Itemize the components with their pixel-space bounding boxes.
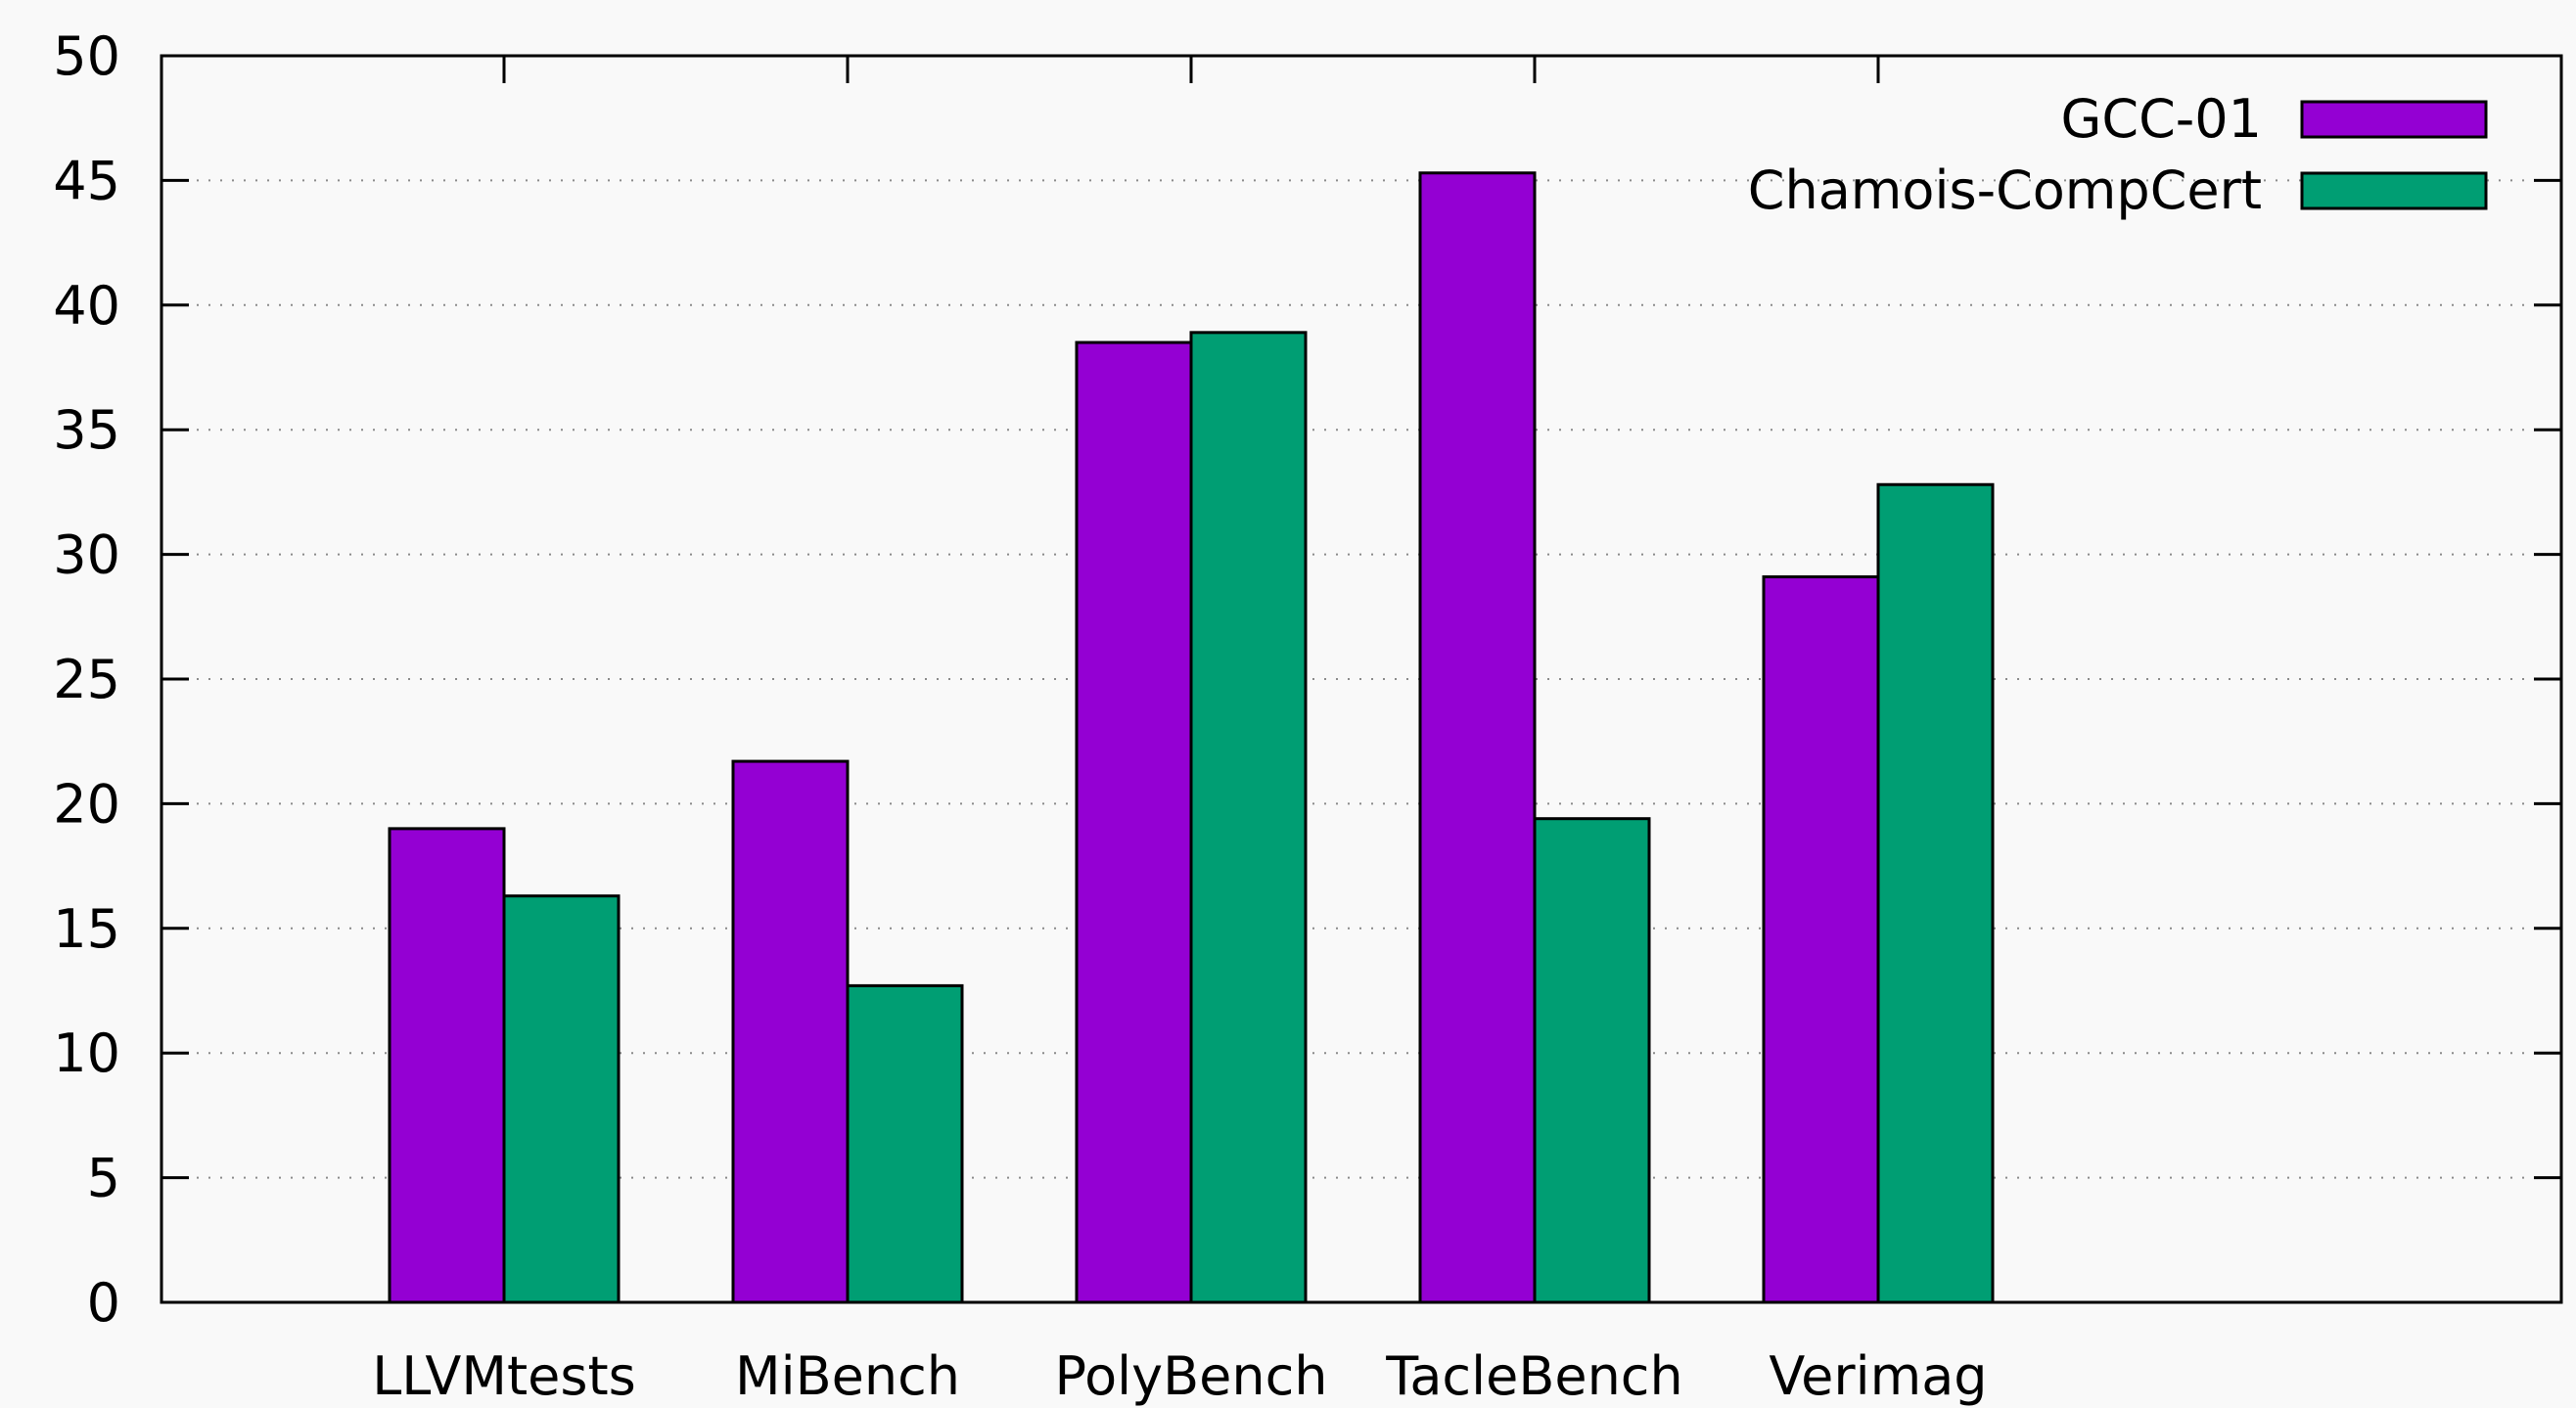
x-category-label: MiBench	[735, 1345, 960, 1407]
y-tick-label: 15	[53, 898, 120, 960]
y-tick-label: 20	[53, 773, 120, 835]
bar-polybench-gcc-01	[1075, 341, 1193, 1304]
bar-llvmtests-gcc-01	[388, 827, 506, 1304]
bar-mibench-gcc-01	[731, 759, 850, 1304]
y-tick-label: 5	[87, 1148, 120, 1209]
legend: GCC-01 Chamois-CompCert	[1748, 88, 2488, 221]
bar-verimag-gcc-01	[1762, 575, 1880, 1304]
y-tick-label: 50	[53, 25, 120, 87]
bar-verimag-chamois-compcert	[1876, 482, 1995, 1304]
bar-polybench-chamois-compcert	[1189, 331, 1308, 1304]
x-category-label: Verimag	[1769, 1345, 1987, 1407]
y-tick-label: 10	[53, 1022, 120, 1084]
y-tick-label: 25	[53, 649, 120, 710]
legend-swatch	[2300, 171, 2488, 210]
y-tick-label: 30	[53, 524, 120, 586]
bar-taclebench-gcc-01	[1418, 171, 1537, 1304]
bar-taclebench-chamois-compcert	[1533, 817, 1651, 1304]
axis-ticks	[161, 54, 2561, 1304]
y-tick-label: 40	[53, 275, 120, 337]
y-tick-label: 45	[53, 150, 120, 211]
legend-label: GCC-01	[2061, 88, 2262, 150]
bar-llvmtests-chamois-compcert	[502, 894, 621, 1304]
bar-mibench-chamois-compcert	[846, 983, 964, 1304]
x-category-label: TacleBench	[1385, 1345, 1682, 1407]
legend-label: Chamois-CompCert	[1748, 159, 2262, 221]
x-category-label: LLVMtests	[372, 1345, 636, 1407]
y-tick-label: 0	[87, 1272, 120, 1334]
legend-swatch	[2300, 100, 2488, 139]
bar-series	[388, 171, 1995, 1304]
axis-labels: 0 5 10 15 20 25 30 35 40 45 50 LLVMtests MiBench Poly…	[53, 25, 1987, 1407]
y-tick-label: 35	[53, 399, 120, 461]
x-category-label: PolyBench	[1054, 1345, 1327, 1407]
